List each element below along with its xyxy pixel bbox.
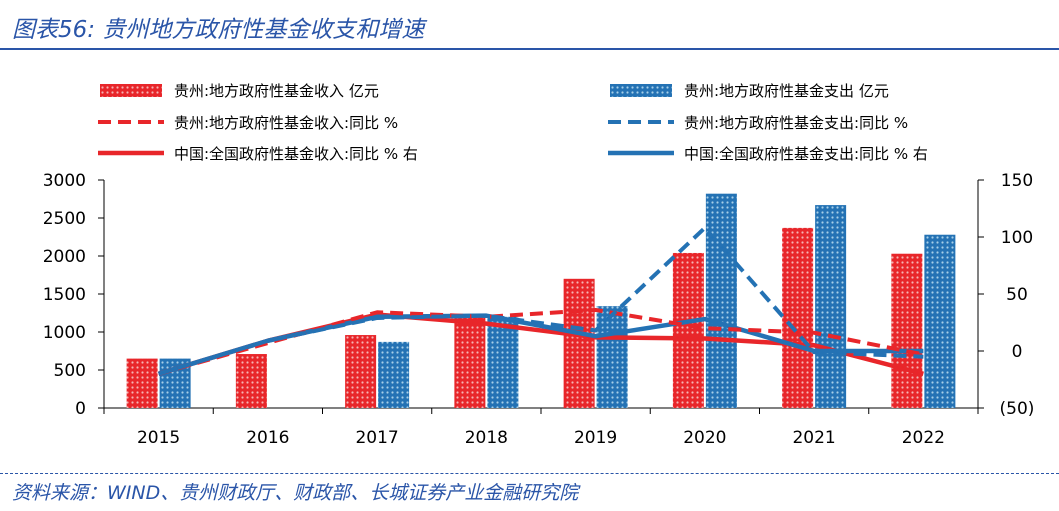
legend-item-gz-income: 贵州:地方政府性基金收入 亿元 (100, 82, 379, 100)
legend-item-cn-income-yoy: 中国:全国政府性基金收入:同比 % 右 (98, 145, 418, 163)
x-tick-label: 2016 (246, 428, 289, 448)
bar-gz-expense (596, 306, 628, 408)
legend-swatch-gz-income (100, 84, 162, 97)
legend-label-cn-expense-yoy: 中国:全国政府性基金支出:同比 % 右 (684, 145, 928, 163)
legend-label-gz-income-yoy: 贵州:地方政府性基金收入:同比 % (174, 114, 398, 132)
bar-gz-income (454, 316, 486, 408)
legend-swatch-gz-expense (610, 84, 672, 97)
right-tick-label: 0 (1012, 342, 1023, 362)
right-axis-ticks: (50) 0 50 100 150 (978, 171, 1034, 419)
legend-item-gz-expense-yoy: 贵州:地方政府性基金支出:同比 % (608, 114, 908, 132)
x-tick-label: 2022 (902, 428, 945, 448)
x-tick-label: 2021 (792, 428, 835, 448)
title-rule (0, 48, 1059, 50)
x-tick-label: 2019 (574, 428, 617, 448)
right-tick-label: 50 (1006, 285, 1028, 305)
legend-label-gz-expense-yoy: 贵州:地方政府性基金支出:同比 % (684, 114, 908, 132)
left-axis-ticks: 0 500 1000 1500 2000 2500 3000 (43, 171, 104, 419)
legend-label-cn-income-yoy: 中国:全国政府性基金收入:同比 % 右 (174, 145, 418, 163)
source-note: 资料来源：WIND、贵州财政厅、财政部、长城证券产业金融研究院 (12, 482, 579, 504)
figure-title: 图表56: 贵州地方政府性基金收支和增速 (12, 17, 425, 43)
x-tick-label: 2018 (465, 428, 508, 448)
x-axis-ticks: 2015 2016 2017 2018 2019 2020 2021 2022 (103, 408, 979, 448)
chart: 贵州:地方政府性基金收入 亿元 贵州:地方政府性基金支出 亿元 贵州:地方政府性… (43, 82, 1035, 448)
bar-gz-expense (705, 193, 737, 408)
bars (126, 193, 956, 408)
left-tick-label: 2500 (43, 209, 86, 229)
bar-gz-expense (378, 341, 410, 408)
bar-gz-income (891, 253, 923, 408)
left-tick-label: 1000 (43, 323, 86, 343)
bar-gz-income (235, 354, 267, 408)
lines (157, 225, 924, 376)
bar-gz-income (126, 358, 158, 408)
legend-item-gz-expense: 贵州:地方政府性基金支出 亿元 (610, 82, 889, 100)
legend-label-gz-expense: 贵州:地方政府性基金支出 亿元 (684, 82, 889, 100)
x-tick-label: 2015 (137, 428, 180, 448)
x-tick-label: 2020 (683, 428, 726, 448)
bar-gz-income (345, 335, 377, 408)
left-tick-label: 1500 (43, 285, 86, 305)
left-tick-label: 500 (54, 361, 86, 381)
left-tick-label: 0 (75, 399, 86, 419)
bar-gz-income (563, 278, 595, 408)
bar-gz-expense (924, 234, 956, 408)
left-tick-label: 2000 (43, 247, 86, 267)
bar-gz-income (782, 227, 814, 408)
bar-gz-income (672, 252, 704, 408)
source-rule (0, 473, 1059, 474)
right-tick-label: 100 (1001, 228, 1033, 248)
legend: 贵州:地方政府性基金收入 亿元 贵州:地方政府性基金支出 亿元 贵州:地方政府性… (98, 82, 928, 163)
bar-gz-expense (815, 205, 847, 408)
right-tick-label: 150 (1001, 171, 1033, 191)
legend-label-gz-income: 贵州:地方政府性基金收入 亿元 (174, 82, 379, 100)
x-tick-label: 2017 (355, 428, 398, 448)
line-gz-expense-yoy (158, 225, 924, 376)
legend-item-cn-expense-yoy: 中国:全国政府性基金支出:同比 % 右 (608, 145, 928, 163)
bar-gz-expense (487, 316, 519, 408)
legend-item-gz-income-yoy: 贵州:地方政府性基金收入:同比 % (98, 114, 398, 132)
left-tick-label: 3000 (43, 171, 86, 191)
right-tick-label: (50) (1000, 399, 1035, 419)
